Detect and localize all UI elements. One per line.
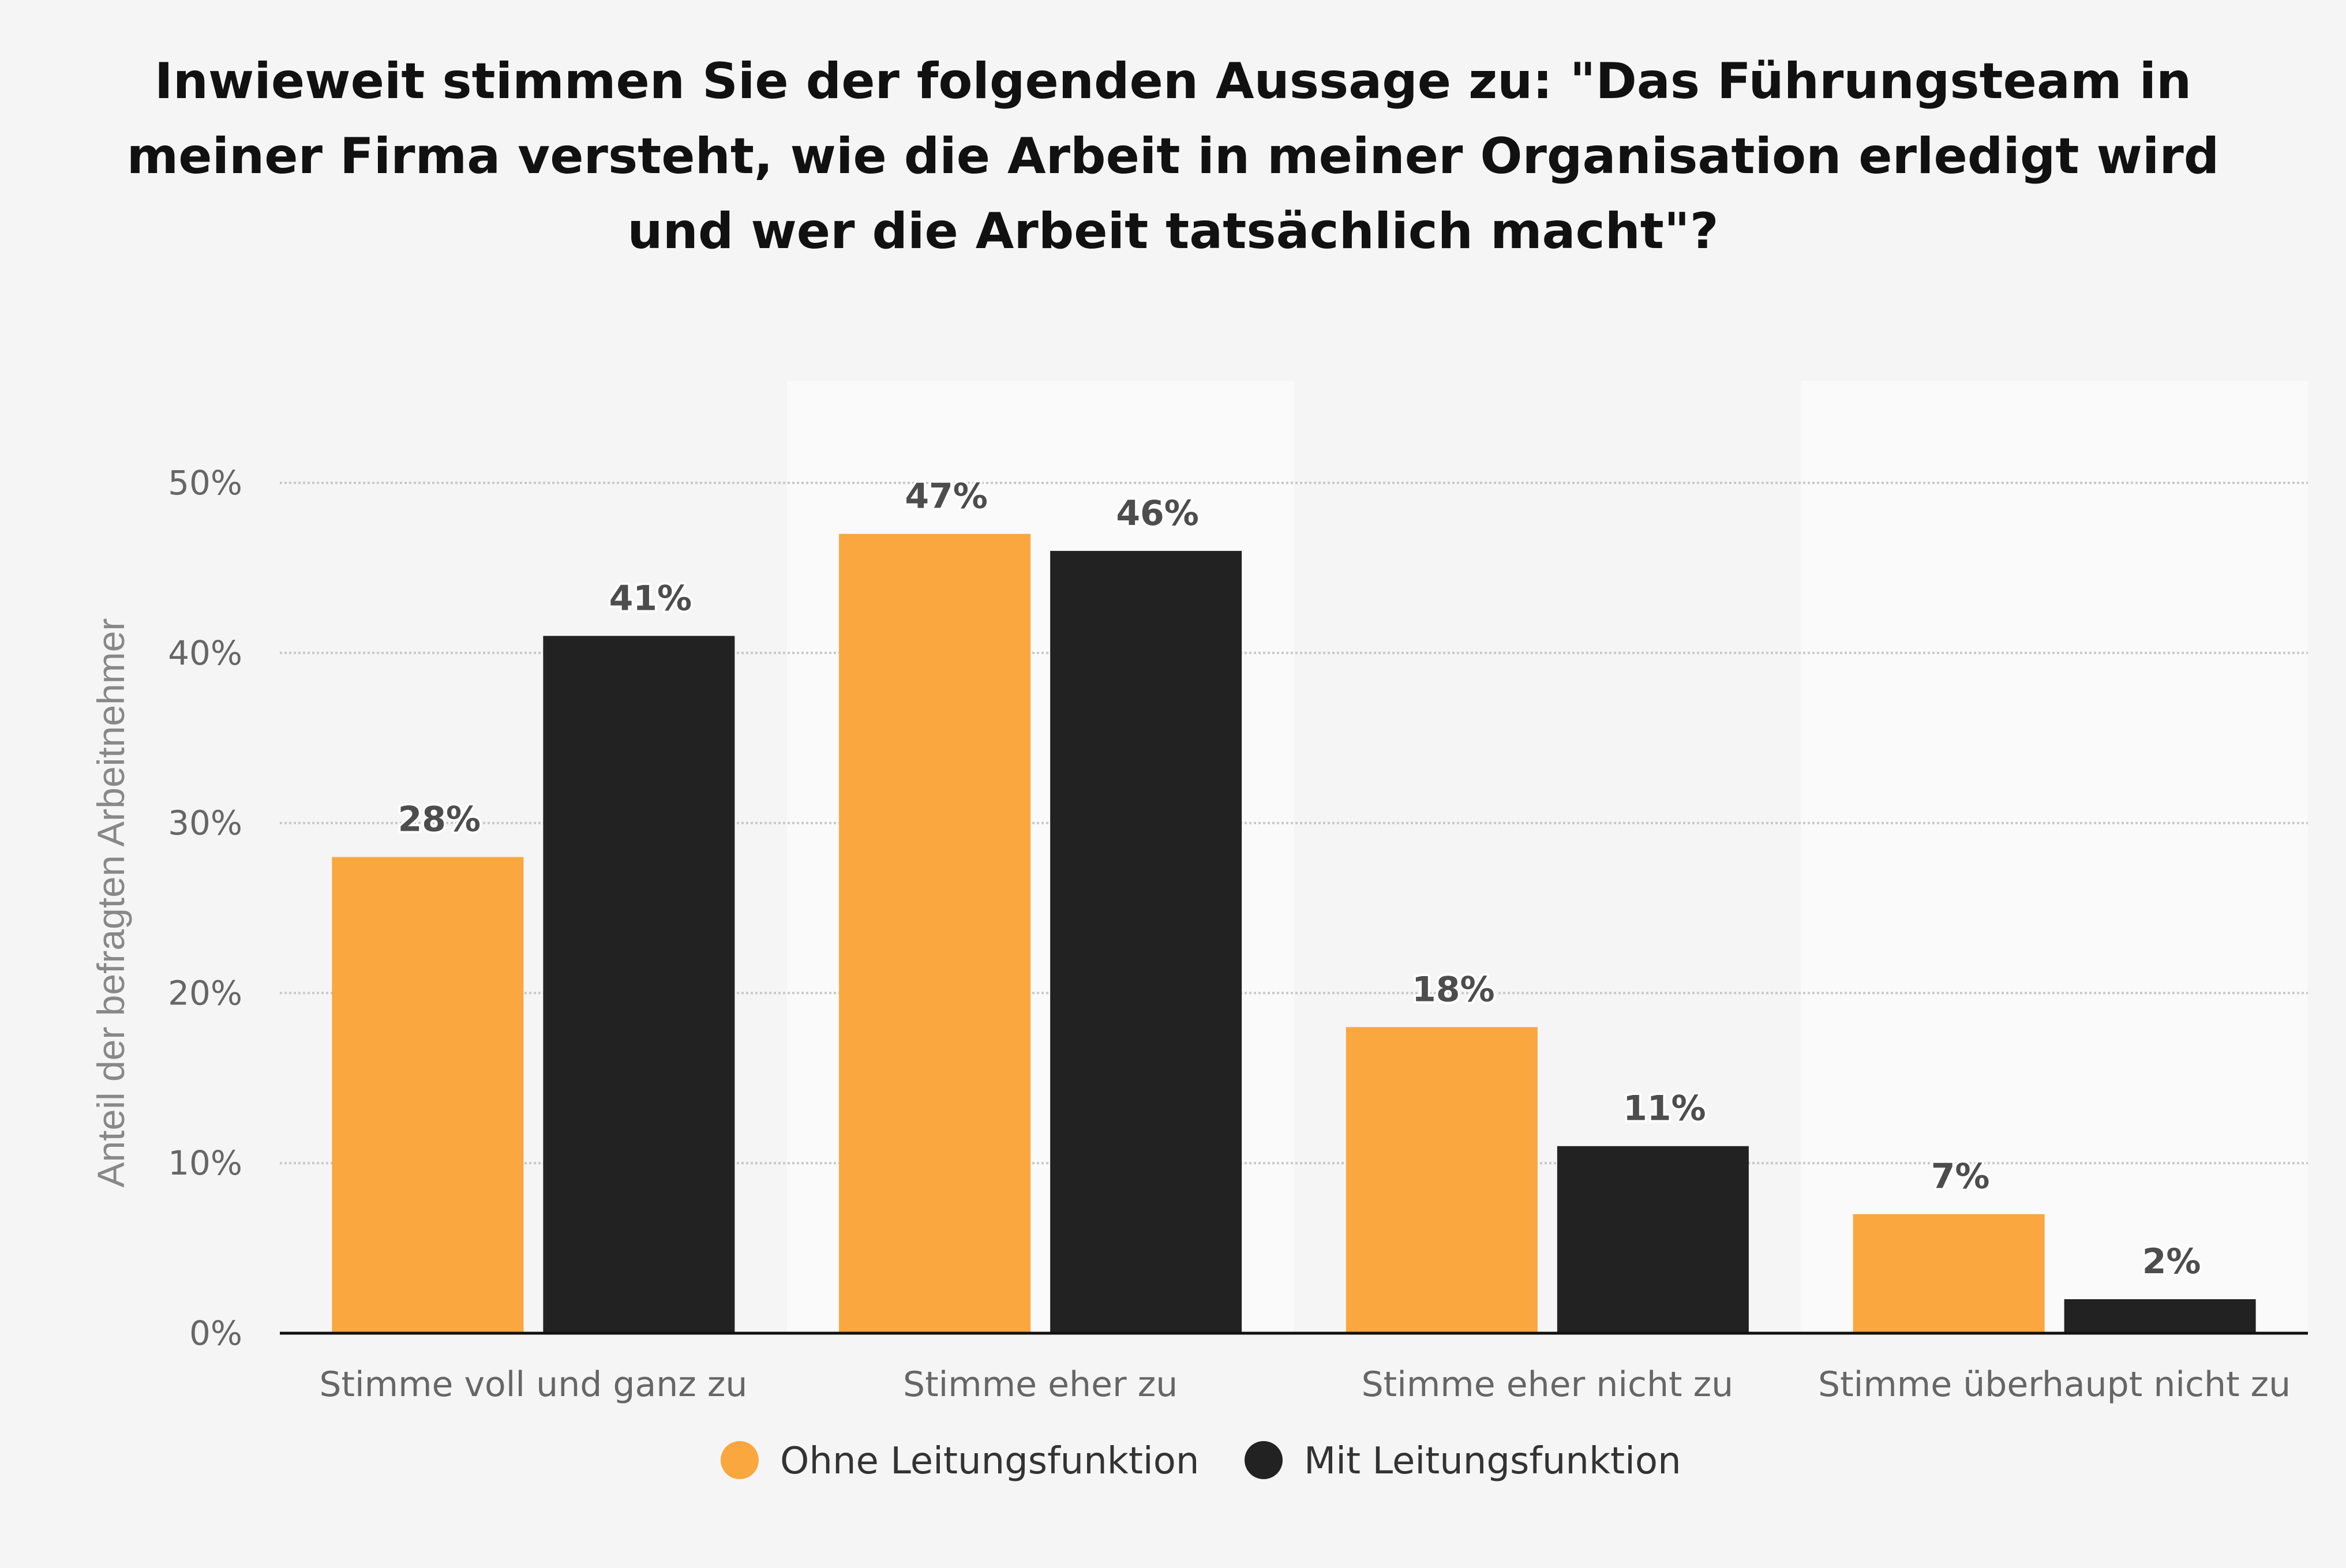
data-label: 46% <box>1116 493 1199 534</box>
y-tick-label: 30% <box>168 804 242 843</box>
chart-title-line: und wer die Arbeit tatsächlich macht"? <box>627 202 1718 260</box>
bars <box>332 534 2256 1334</box>
data-label: 11% <box>1623 1089 1706 1129</box>
data-label: 2% <box>2142 1241 2201 1282</box>
x-axis-ticks: Stimme voll und ganz zu Stimme eher zu Sti… <box>319 1364 2291 1405</box>
x-tick-label: Stimme voll und ganz zu <box>319 1364 747 1405</box>
legend-label: Mit Leitungsfunktion <box>1304 1440 1681 1483</box>
legend-marker <box>1245 1441 1283 1479</box>
legend-marker <box>721 1441 759 1479</box>
data-labels: 28% 41% 47% 46% 18% 11% 7% 2% <box>396 474 2203 1284</box>
data-label: 47% <box>905 476 988 516</box>
x-tick-label: Stimme eher nicht zu <box>1362 1364 1734 1405</box>
bar <box>1557 1146 1749 1333</box>
bar <box>1853 1214 2045 1333</box>
bar <box>839 534 1031 1334</box>
x-tick-label: Stimme überhaupt nicht zu <box>1818 1364 2291 1405</box>
legend: Ohne Leitungsfunktion Mit Leitungsfunktio… <box>721 1440 1681 1483</box>
bar <box>1346 1027 1538 1333</box>
chart-title-line: meiner Firma versteht, wie die Arbeit in… <box>127 127 2220 185</box>
chart-title: Inwieweit stimmen Sie der folgenden Auss… <box>127 52 2220 260</box>
y-tick-label: 0% <box>189 1314 242 1353</box>
y-tick-label: 20% <box>168 973 242 1012</box>
bar <box>332 857 524 1333</box>
legend-label: Ohne Leitungsfunktion <box>780 1440 1199 1483</box>
x-tick-label: Stimme eher zu <box>903 1364 1178 1405</box>
category-band <box>1801 381 2308 1333</box>
bar <box>543 636 735 1333</box>
bar <box>2064 1299 2256 1333</box>
bar <box>1050 550 1242 1334</box>
data-label: 28% <box>398 800 481 840</box>
y-tick-label: 50% <box>168 463 242 502</box>
data-label: 18% <box>1412 969 1495 1010</box>
data-label: 41% <box>609 578 692 618</box>
y-axis-label: Anteil der befragten Arbeitnehmer <box>89 618 132 1188</box>
y-tick-label: 40% <box>168 633 242 673</box>
y-axis-ticks: 0% 10% 20% 30% 40% 50% <box>168 463 242 1353</box>
chart-title-line: Inwieweit stimmen Sie der folgenden Auss… <box>155 52 2192 110</box>
y-tick-label: 10% <box>168 1143 242 1183</box>
data-label: 7% <box>1931 1157 1990 1197</box>
